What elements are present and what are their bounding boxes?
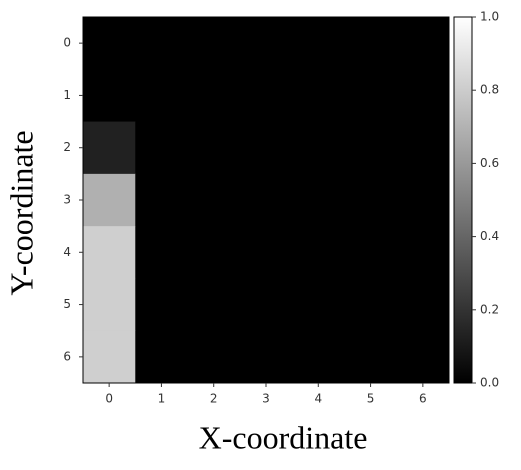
heatmap-cell [239,226,293,279]
heatmap-cell [344,17,398,70]
heatmap-cell [292,17,345,70]
heatmap-cell [344,278,398,332]
heatmap-cell [292,226,345,279]
colorbar-tick-label: 0.8 [480,83,499,97]
x-axis-label: X-coordinate [199,419,368,455]
heatmap-cell [135,69,189,123]
heatmap-cell [344,173,398,227]
heatmap-cell [239,121,293,175]
heatmap-cell [135,226,189,279]
heatmap-cell [292,330,345,384]
heatmap-cell [344,69,398,123]
x-tick-label: 4 [314,392,322,406]
heatmap-cell [292,121,345,175]
heatmap-cell [396,17,450,70]
heatmap-cell [187,330,241,384]
colorbar-tick-label: 0.4 [480,229,499,243]
y-tick-label: 4 [63,245,71,259]
heatmap-cell [187,173,241,227]
heatmap-cell [187,278,241,332]
colorbar [453,16,473,384]
y-tick-label: 2 [63,140,71,154]
heatmap-cell [396,173,450,227]
heatmap-cell [83,69,136,123]
y-tick-label: 1 [63,88,71,102]
y-axis-label: Y-coordinate [3,130,39,295]
y-tick-label: 5 [63,297,71,311]
x-tick-label: 5 [367,392,375,406]
heatmap-cell [187,121,241,175]
heatmap-cell [396,121,450,175]
heatmap-cell [187,69,241,123]
heatmap-cell [135,278,189,332]
heatmap-cell [239,278,293,332]
heatmap-cell [83,17,136,70]
heatmap-cell [344,226,398,279]
heatmap-cell [239,330,293,384]
heatmap-cell [135,121,189,175]
heatmap-cell [135,173,189,227]
x-tick-label: 2 [210,392,218,406]
heatmap-cell [239,69,293,123]
heatmap-cell [396,226,450,279]
heatmap-cell [292,69,345,123]
heatmap-cell [344,330,398,384]
heatmap-cell [83,278,136,332]
heatmap-cell [239,173,293,227]
y-tick-label: 0 [63,36,71,50]
x-tick-label: 1 [158,392,166,406]
heatmap-cell [83,330,136,384]
heatmap-cell [396,278,450,332]
x-tick-label: 0 [105,392,113,406]
x-tick-label: 6 [419,392,427,406]
heatmap-cell [239,17,293,70]
colorbar-tick-label: 0.0 [480,376,499,390]
heatmap-cell [344,121,398,175]
colorbar-tick-label: 1.0 [480,10,499,24]
y-tick-label: 3 [63,193,71,207]
heatmap-cell [292,173,345,227]
heatmap-cell [83,173,136,227]
heatmap-cell [187,226,241,279]
heatmap-cell [135,330,189,384]
heatmap-cell [83,121,136,175]
heatmap-cell [187,17,241,70]
y-tick-label: 6 [63,349,71,363]
heatmap-cell [396,330,450,384]
colorbar-tick-label: 0.6 [480,156,499,170]
heatmap-cell [396,69,450,123]
colorbar-tick-label: 0.2 [480,302,499,316]
x-tick-label: 3 [262,392,270,406]
heatmap-cell [83,226,136,279]
heatmap-cell [135,17,189,70]
heatmap-cell [292,278,345,332]
